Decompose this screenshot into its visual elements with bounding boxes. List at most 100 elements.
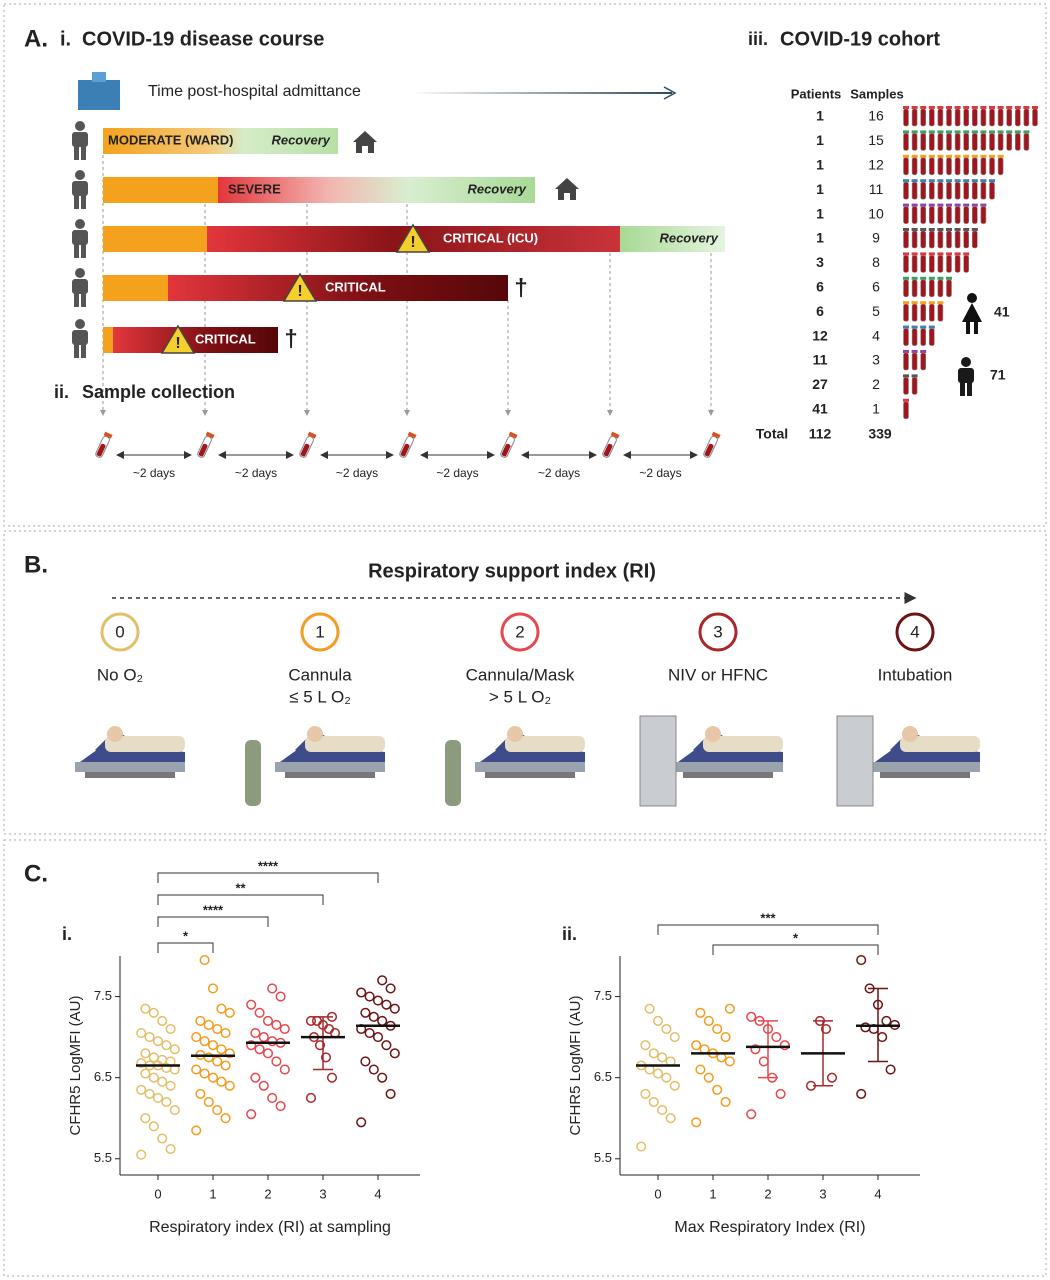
data-point: [856, 955, 867, 966]
data-point: [820, 1023, 832, 1035]
data-point: [246, 1109, 257, 1120]
course-bar: [103, 275, 168, 301]
tube-cap: [963, 228, 970, 231]
tube-cap: [920, 106, 927, 109]
data-point: [644, 1003, 655, 1014]
sub-label: i.: [62, 924, 72, 944]
tube-cap: [963, 252, 970, 256]
tube-group: [903, 301, 944, 322]
data-point: [271, 1056, 282, 1067]
tube-cap: [911, 374, 918, 378]
sub-label: i.: [60, 28, 71, 50]
samples-count: 9: [872, 230, 880, 246]
tube: [911, 279, 918, 298]
tube-cap: [903, 301, 909, 305]
ri-circle: [100, 612, 140, 652]
tube-cap: [997, 106, 1004, 109]
data-point: [157, 1133, 168, 1144]
data-point: [320, 1052, 332, 1063]
patients-count: 3: [816, 254, 824, 270]
data-point: [199, 1036, 210, 1047]
tube: [920, 303, 927, 322]
tube: [946, 133, 952, 151]
tube-group: [903, 130, 1030, 151]
significance-bracket: [157, 872, 379, 883]
tube-cap: [928, 203, 935, 207]
data-point: [246, 1040, 257, 1051]
tube: [946, 181, 952, 200]
data-point: [885, 1064, 896, 1075]
course-bar: [620, 226, 725, 252]
section-title: Respiratory support index (RI): [368, 560, 656, 582]
tube: [963, 230, 970, 249]
y-tick-label: 7.5: [594, 988, 612, 1003]
tube-cap: [963, 179, 970, 183]
data-point: [826, 1072, 838, 1083]
x-tick-label: 2: [764, 1186, 771, 1201]
y-tick-label: 6.5: [594, 1069, 612, 1084]
tube: [928, 303, 935, 322]
section-title: COVID-19 disease course: [82, 28, 324, 50]
ri-index: 1: [315, 622, 324, 641]
tube: [1014, 108, 1021, 127]
significance-label: ****: [203, 902, 224, 917]
tube: [989, 133, 995, 151]
tube: [903, 328, 909, 346]
data-point: [372, 995, 384, 1006]
stage-label: MODERATE (WARD): [108, 132, 233, 147]
column-header: Samples: [850, 86, 903, 101]
data-point: [136, 1028, 147, 1039]
tube-cap: [1014, 130, 1021, 134]
tube: [989, 181, 995, 200]
stage-label: Recovery: [659, 230, 718, 245]
patient-icon: [72, 319, 88, 358]
samples-count: 12: [868, 157, 884, 173]
data-point: [152, 1036, 164, 1047]
course-bar: [103, 226, 207, 252]
tube: [937, 255, 944, 273]
data-point: [860, 1022, 871, 1033]
x-tick-label: 1: [709, 1186, 716, 1201]
data-point: [140, 1048, 151, 1059]
tube: [920, 157, 927, 176]
ri-index: 0: [115, 622, 124, 641]
tube: [989, 108, 995, 127]
tube: [903, 352, 909, 371]
tube: [946, 206, 952, 224]
data-point: [165, 1143, 176, 1155]
ri-label: Cannula/Mask: [466, 665, 575, 684]
home-icon: [353, 131, 377, 153]
tube: [946, 279, 952, 298]
course-bar: [218, 177, 535, 203]
data-point: [258, 1032, 269, 1043]
data-point: [703, 1015, 714, 1026]
tube: [903, 255, 909, 273]
tube-cap: [911, 252, 918, 256]
patients-count: 1: [816, 181, 824, 197]
data-point: [636, 1141, 647, 1152]
tube: [980, 181, 987, 200]
significance-bracket: [157, 942, 214, 953]
y-axis-label: CFHR5 LogMFI (AU): [67, 995, 84, 1135]
data-point: [279, 1023, 290, 1035]
samples-count: 6: [872, 279, 880, 295]
tube: [963, 108, 970, 127]
data-point: [385, 983, 396, 994]
tube-cap: [903, 350, 909, 353]
tube-cap: [946, 154, 952, 158]
data-point: [148, 1052, 159, 1063]
data-point: [372, 1032, 384, 1043]
data-point: [140, 1068, 151, 1079]
patients-count: 27: [812, 376, 828, 392]
x-tick-label: 3: [819, 1186, 826, 1201]
tube-cap: [946, 252, 952, 256]
data-point: [220, 1028, 231, 1039]
data-point: [254, 1044, 265, 1055]
x-tick-label: 1: [209, 1186, 216, 1201]
ri-label: No O₂: [97, 665, 143, 684]
patients-count: 1: [816, 205, 824, 221]
data-point: [750, 1044, 761, 1055]
significance-bracket: [157, 894, 324, 905]
data-point: [148, 1072, 159, 1083]
ri-label: Intubation: [878, 665, 953, 684]
